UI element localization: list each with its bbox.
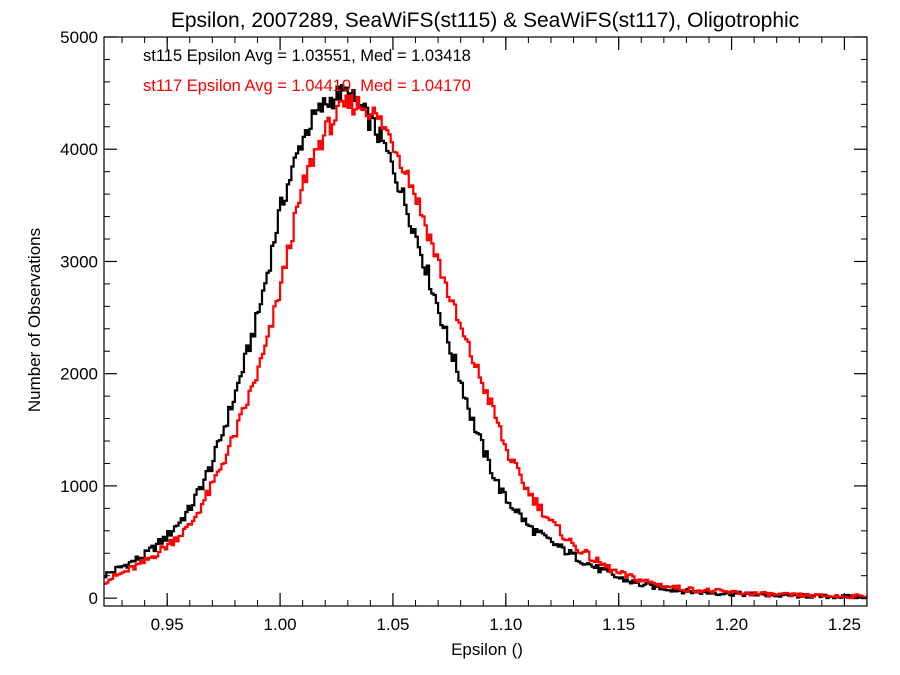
annotation-st115: st115 Epsilon Avg = 1.03551, Med = 1.034…	[143, 47, 471, 65]
y-tick-label: 4000	[60, 140, 98, 159]
x-tick-label: 1.05	[376, 615, 409, 634]
x-tick-label: 1.00	[264, 615, 297, 634]
y-tick-label: 2000	[60, 365, 98, 384]
x-tick-label: 0.95	[151, 615, 184, 634]
x-tick-label: 1.20	[715, 615, 748, 634]
ticks-layer: 0.95 1.00 1.05 1.10 1.15 1.20 1.25 0 1000 2000 300…	[60, 28, 868, 634]
y-tick-label: 1000	[60, 477, 98, 496]
y-axis-label: Number of Observations	[25, 228, 44, 412]
y-tick-label: 5000	[60, 28, 98, 47]
annotation-st117: st117 Epsilon Avg = 1.04410, Med = 1.041…	[143, 77, 471, 95]
chart-title: Epsilon, 2007289, SeaWiFS(st115) & SeaWi…	[171, 9, 799, 32]
x-tick-label: 1.25	[828, 615, 861, 634]
y-tick-label: 0	[89, 589, 98, 608]
x-tick-label: 1.15	[602, 615, 635, 634]
plot-frame	[103, 36, 868, 607]
x-tick-label: 1.10	[489, 615, 522, 634]
series-layer	[104, 84, 867, 600]
y-tick-label: 3000	[60, 252, 98, 271]
series-line-2	[104, 94, 867, 600]
x-axis-label: Epsilon ()	[451, 640, 523, 659]
